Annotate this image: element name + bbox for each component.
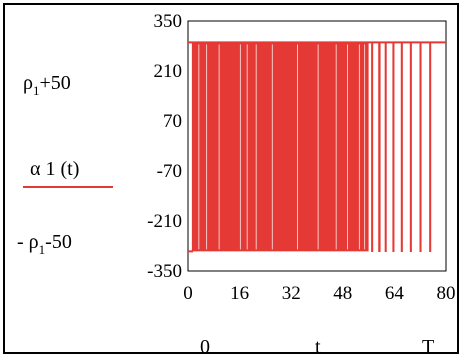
series-dense-band (191, 42, 369, 252)
legend-series-label: α 1 (t) (30, 158, 80, 180)
y-tick-label: -210 (147, 211, 182, 232)
series-gap-6 (271, 44, 273, 250)
x-tick-label: 32 (282, 283, 301, 304)
series-pulse-25 (371, 42, 374, 253)
plot-border (187, 20, 447, 272)
rho-subscript: 1 (38, 242, 46, 257)
y-tick-label: 350 (154, 11, 183, 32)
y-tick-label: -350 (147, 261, 182, 282)
rho-symbol: ρ (23, 72, 33, 94)
lower-bound-prefix: - (17, 231, 29, 253)
x-tick-label: 16 (230, 283, 249, 304)
series-pulse-29 (400, 42, 403, 253)
lower-bound-label: - ρ1-50 (17, 231, 72, 256)
series-gap-3 (239, 44, 241, 250)
series-pulse-27 (384, 42, 387, 253)
series-gap-4 (246, 44, 248, 250)
x-variable-label: t (315, 336, 321, 358)
x-range-start-label: 0 (200, 336, 210, 358)
series-gap-2 (218, 44, 220, 250)
rho-symbol: ρ (28, 231, 39, 253)
upper-bound-offset: +50 (39, 72, 71, 94)
y-tick-label: 210 (154, 61, 183, 82)
series-gap-11 (358, 44, 360, 250)
x-tick-label: 0 (183, 283, 193, 304)
x-tick-label: 64 (385, 283, 405, 304)
series-gap-8 (317, 44, 319, 250)
series-gap-9 (335, 44, 337, 250)
upper-bound-label: ρ1+50 (23, 72, 71, 97)
series-gap-0 (198, 44, 200, 250)
series-pulse-30 (409, 42, 412, 253)
series-gap-1 (206, 44, 208, 250)
series-gap-7 (297, 44, 299, 250)
y-tick-label: 70 (163, 111, 182, 132)
series-gap-12 (364, 44, 366, 250)
x-tick-label: 80 (437, 283, 456, 304)
x-tick-label: 48 (333, 283, 352, 304)
series-pulse-28 (392, 42, 395, 253)
series-gap-5 (255, 44, 257, 250)
rho-subscript: 1 (32, 83, 40, 98)
legend-series-line (23, 186, 113, 188)
series-pulse-26 (378, 42, 381, 253)
y-tick-label: -70 (157, 161, 182, 182)
lower-bound-offset: -50 (45, 231, 72, 253)
x-range-end-label: T (422, 336, 435, 358)
series-pulse-31 (419, 42, 422, 253)
series-pulse-32 (429, 42, 432, 253)
series-gap-10 (346, 44, 348, 250)
